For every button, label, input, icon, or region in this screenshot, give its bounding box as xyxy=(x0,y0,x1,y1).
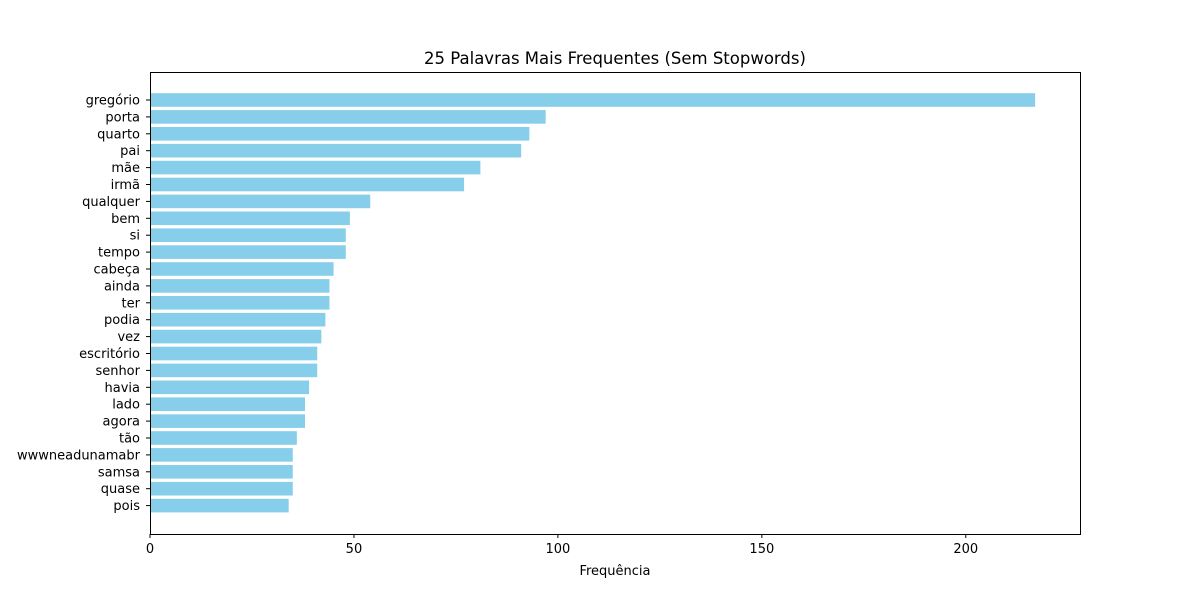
bar-7 xyxy=(150,211,350,226)
bar-8 xyxy=(150,228,346,242)
bar-2 xyxy=(150,127,530,141)
bar-12 xyxy=(150,296,330,310)
bar-14 xyxy=(150,329,322,344)
bar-1 xyxy=(150,110,546,124)
y-tick-label: cabeça xyxy=(94,263,140,278)
bar-11 xyxy=(150,279,330,293)
x-tick-label: 200 xyxy=(953,542,978,557)
y-tick-label: mãe xyxy=(111,161,140,176)
chart-title: 25 Palavras Mais Frequentes (Sem Stopwor… xyxy=(424,49,806,68)
bar-24 xyxy=(150,498,289,513)
bar-19 xyxy=(150,414,305,428)
y-tick-label: porta xyxy=(105,110,140,125)
x-axis-ticks: 0 50 100 150 200 xyxy=(146,534,978,557)
y-tick-label: gregório xyxy=(86,94,140,109)
bar-22 xyxy=(150,465,293,479)
y-tick-label: ainda xyxy=(104,279,140,294)
bar-15 xyxy=(150,346,318,361)
bar-13 xyxy=(150,312,326,327)
y-tick-label: quarto xyxy=(97,127,140,142)
y-tick-label: si xyxy=(130,229,140,244)
bar-16 xyxy=(150,363,318,378)
y-tick-label: quase xyxy=(101,482,140,497)
y-tick-label: escritório xyxy=(79,347,140,362)
y-tick-label: podia xyxy=(104,313,140,328)
y-tick-label: senhor xyxy=(95,364,140,379)
x-tick-label: 50 xyxy=(346,542,363,557)
bar-9 xyxy=(150,245,346,259)
y-tick-label: pois xyxy=(113,499,140,514)
y-tick-label: bem xyxy=(111,212,140,227)
bar-3 xyxy=(150,143,522,158)
x-tick-label: 150 xyxy=(749,542,774,557)
bar-18 xyxy=(150,397,305,411)
y-tick-label: wwwneadunamabr xyxy=(17,448,141,463)
bars-group xyxy=(150,93,1036,513)
bar-10 xyxy=(150,262,334,276)
bar-5 xyxy=(150,177,465,192)
bar-0 xyxy=(150,93,1036,107)
bar-17 xyxy=(150,380,310,395)
y-tick-label: tão xyxy=(119,432,140,447)
bar-21 xyxy=(150,448,293,462)
y-tick-label: samsa xyxy=(98,465,140,480)
bar-23 xyxy=(150,481,293,496)
y-tick-label: ter xyxy=(122,296,141,311)
x-tick-label: 100 xyxy=(545,542,570,557)
y-tick-label: pai xyxy=(120,144,140,159)
y-tick-label: havia xyxy=(105,381,140,396)
y-tick-label: qualquer xyxy=(82,195,141,210)
y-tick-label: agora xyxy=(103,415,140,430)
bar-20 xyxy=(150,431,297,445)
bar-6 xyxy=(150,194,371,209)
x-axis-label: Frequência xyxy=(579,564,650,579)
y-tick-label: vez xyxy=(117,330,140,345)
y-tick-label: lado xyxy=(112,398,140,413)
bar-4 xyxy=(150,160,481,175)
x-tick-label: 0 xyxy=(146,542,154,557)
y-tick-label: irmã xyxy=(111,178,140,193)
y-tick-label: tempo xyxy=(98,246,140,261)
plot-frame xyxy=(150,72,1081,535)
